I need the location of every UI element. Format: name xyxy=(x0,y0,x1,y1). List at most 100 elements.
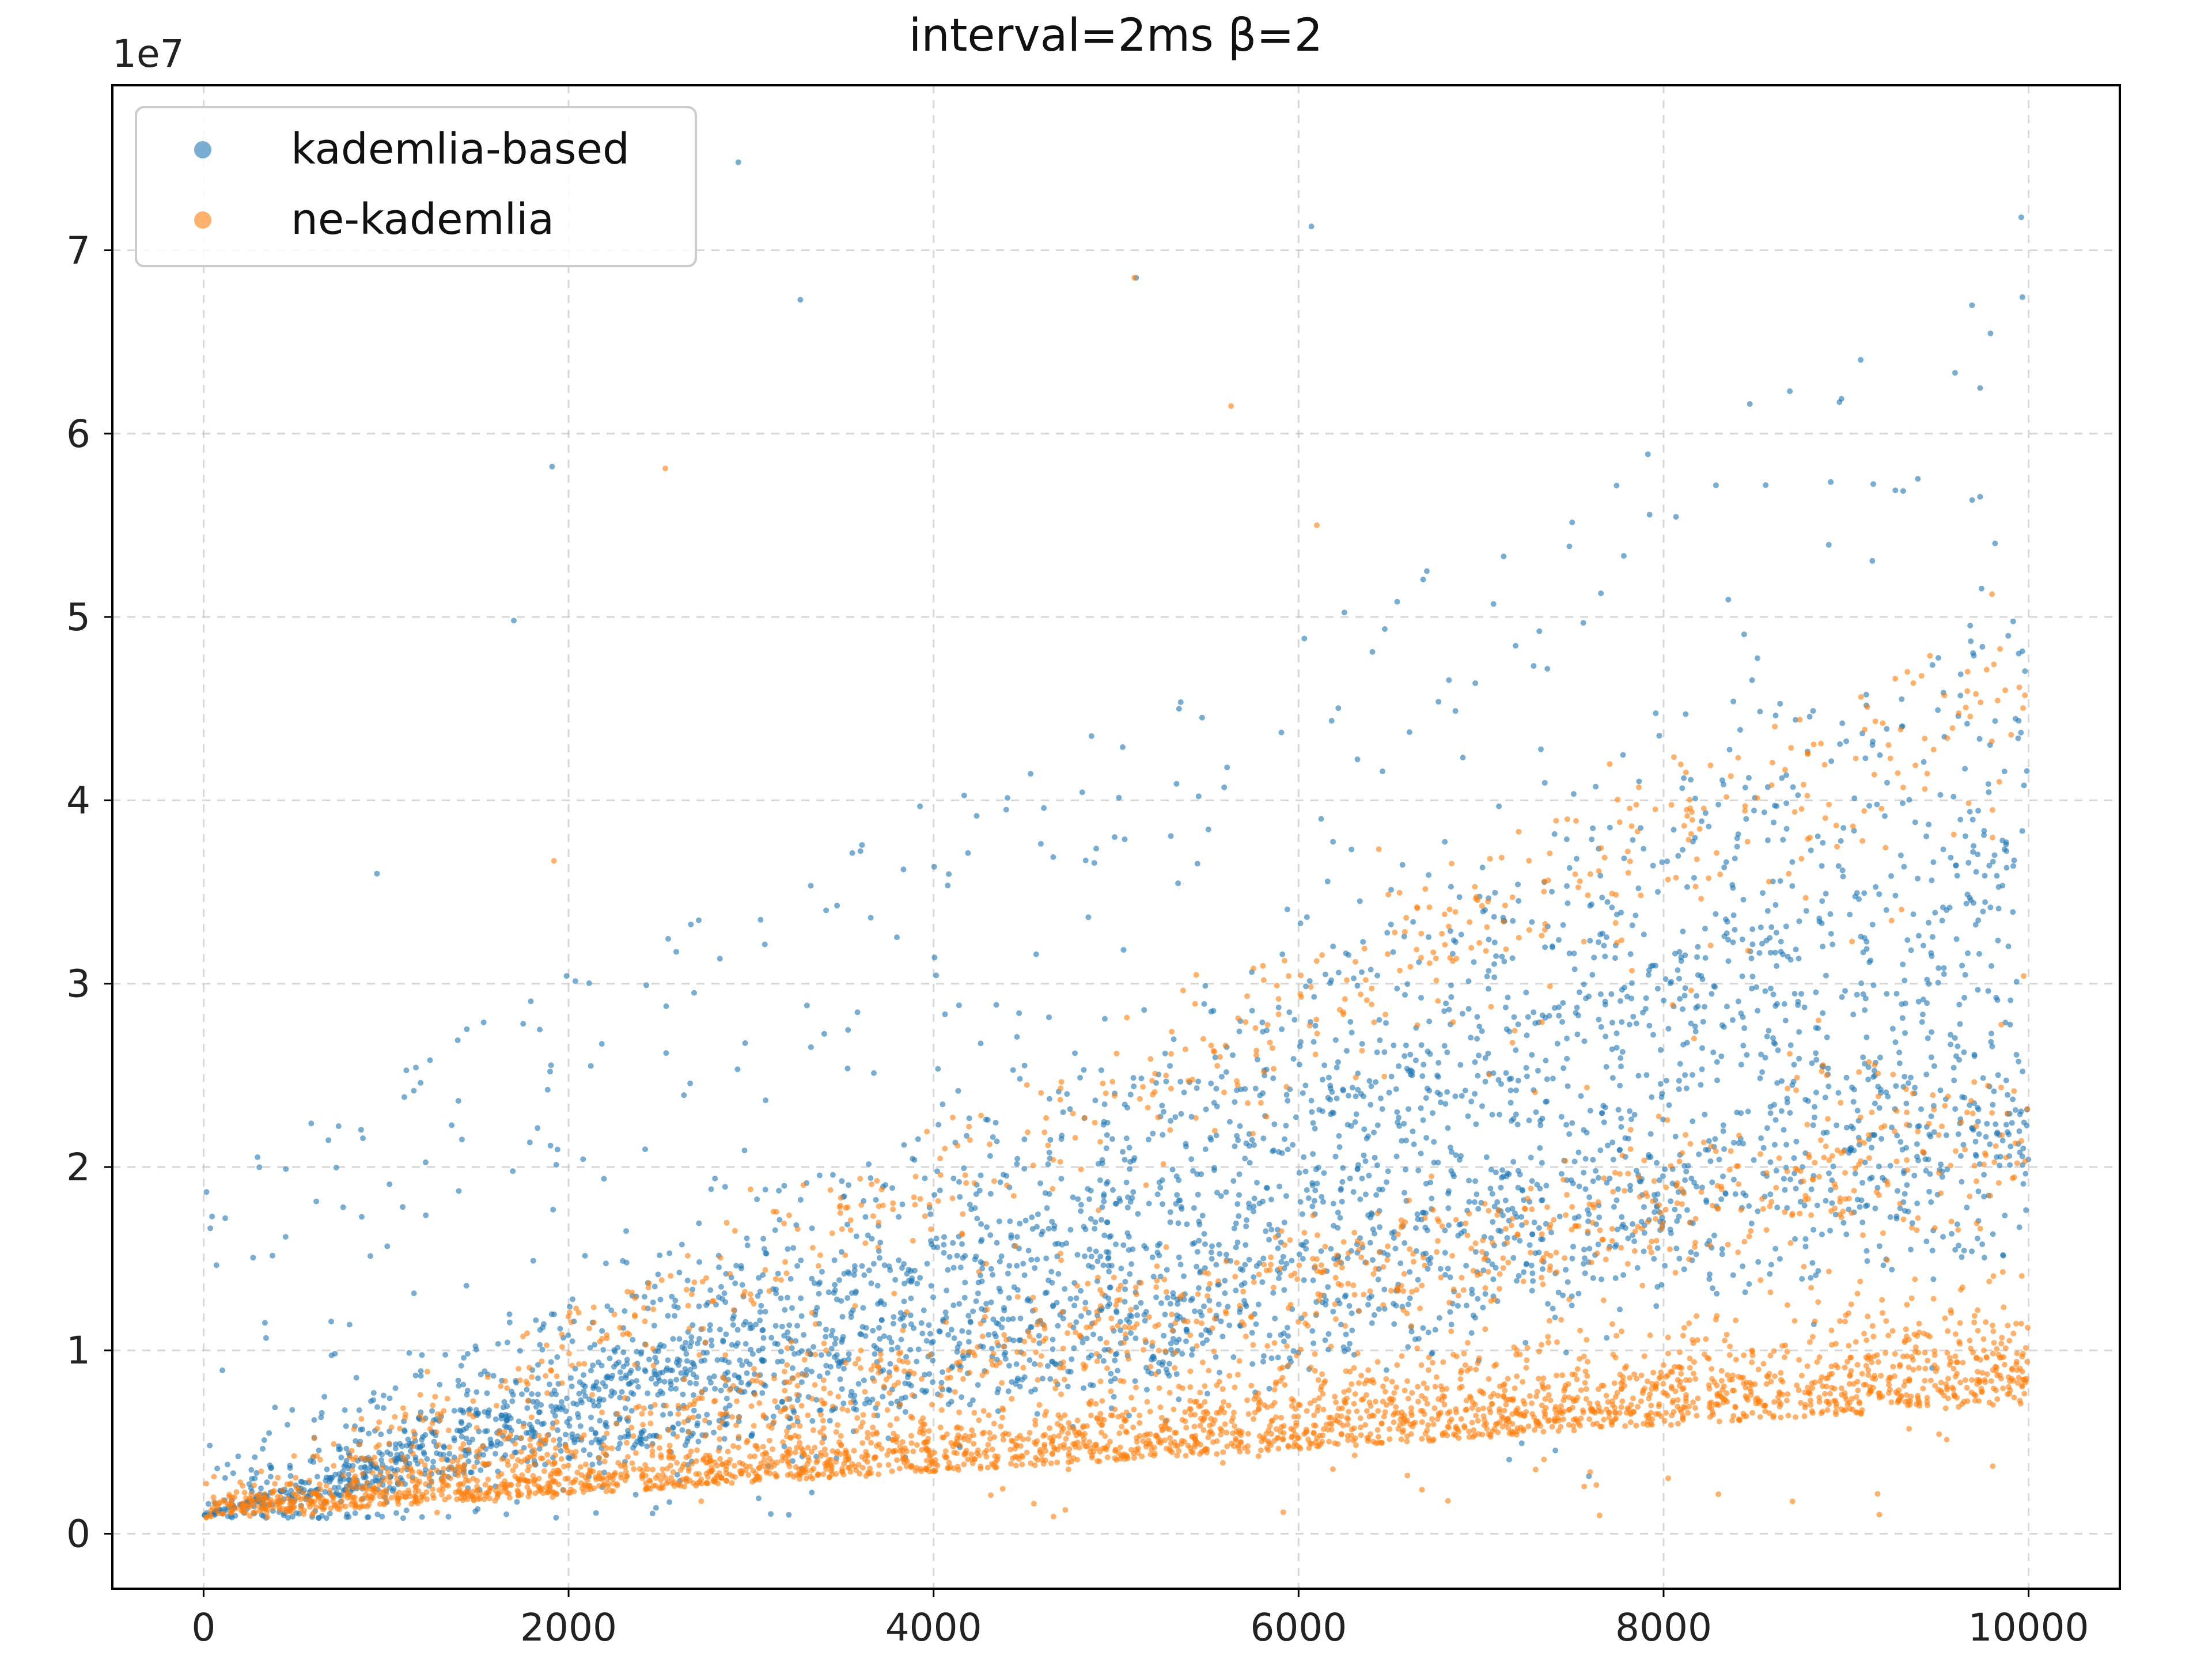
point-kademlia-based xyxy=(951,1335,957,1341)
point-ne-kademlia xyxy=(351,1494,358,1501)
point-kademlia-based xyxy=(1050,1336,1056,1343)
point-kademlia-based xyxy=(1472,1059,1478,1065)
point-kademlia-based xyxy=(2013,979,2020,985)
point-kademlia-based xyxy=(1449,1149,1455,1155)
point-kademlia-based xyxy=(945,1387,952,1393)
point-kademlia-based xyxy=(1549,888,1555,895)
point-kademlia-based xyxy=(1209,1243,1215,1249)
point-kademlia-based xyxy=(458,1362,464,1369)
point-ne-kademlia xyxy=(1783,1397,1790,1404)
point-ne-kademlia xyxy=(1545,1334,1551,1340)
point-kademlia-based xyxy=(1415,1167,1422,1173)
point-kademlia-based xyxy=(1194,861,1200,867)
point-kademlia-based xyxy=(1442,1101,1449,1107)
point-kademlia-based xyxy=(1426,872,1432,878)
point-kademlia-based xyxy=(1880,1262,1887,1268)
point-kademlia-based xyxy=(1699,1184,1705,1191)
point-ne-kademlia xyxy=(1849,938,1855,945)
point-ne-kademlia xyxy=(1419,1419,1425,1425)
point-kademlia-based xyxy=(535,1391,541,1397)
point-ne-kademlia xyxy=(424,1369,430,1375)
point-kademlia-based xyxy=(359,1426,366,1433)
point-kademlia-based xyxy=(1949,1230,1955,1237)
point-kademlia-based xyxy=(1028,1256,1035,1263)
point-kademlia-based xyxy=(1529,919,1535,925)
point-kademlia-based xyxy=(1777,878,1783,884)
point-kademlia-based xyxy=(362,1465,369,1471)
point-ne-kademlia xyxy=(1209,1325,1215,1331)
point-kademlia-based xyxy=(827,1418,833,1424)
point-ne-kademlia xyxy=(1399,1353,1405,1359)
point-kademlia-based xyxy=(793,1338,799,1344)
point-kademlia-based xyxy=(1641,1204,1647,1210)
point-kademlia-based xyxy=(1319,1077,1325,1083)
point-kademlia-based xyxy=(1304,914,1310,921)
point-kademlia-based xyxy=(1202,983,1209,989)
point-kademlia-based xyxy=(487,1436,494,1442)
point-kademlia-based xyxy=(1296,1170,1302,1176)
point-kademlia-based xyxy=(696,1259,702,1265)
point-kademlia-based xyxy=(1529,1052,1535,1058)
point-kademlia-based xyxy=(1581,1247,1587,1253)
point-kademlia-based xyxy=(1529,1287,1535,1294)
point-ne-kademlia xyxy=(1140,1084,1146,1090)
point-kademlia-based xyxy=(590,1398,596,1404)
point-ne-kademlia xyxy=(1263,1113,1270,1120)
point-kademlia-based xyxy=(1078,1313,1084,1319)
point-kademlia-based xyxy=(824,1370,831,1376)
point-kademlia-based xyxy=(1926,919,1931,926)
point-ne-kademlia xyxy=(1634,828,1641,835)
point-kademlia-based xyxy=(418,1373,424,1379)
point-ne-kademlia xyxy=(894,1457,900,1463)
point-ne-kademlia xyxy=(749,1377,756,1384)
point-kademlia-based xyxy=(1720,1173,1726,1180)
point-kademlia-based xyxy=(1550,1305,1556,1312)
point-kademlia-based xyxy=(1837,741,1843,747)
point-kademlia-based xyxy=(1164,1294,1171,1301)
point-kademlia-based xyxy=(1310,1120,1316,1126)
point-kademlia-based xyxy=(1283,1260,1290,1267)
point-kademlia-based xyxy=(660,1369,666,1376)
point-kademlia-based xyxy=(1167,1301,1173,1307)
point-ne-kademlia xyxy=(1605,1399,1611,1405)
point-kademlia-based xyxy=(1163,1366,1169,1373)
point-kademlia-based xyxy=(1289,1257,1295,1264)
point-kademlia-based xyxy=(1988,1039,1994,1045)
point-kademlia-based xyxy=(1511,1014,1517,1020)
point-ne-kademlia xyxy=(1252,1025,1259,1031)
point-kademlia-based xyxy=(785,1294,790,1301)
point-kademlia-based xyxy=(1702,955,1709,961)
point-kademlia-based xyxy=(942,1011,948,1017)
point-ne-kademlia xyxy=(1684,813,1691,819)
point-kademlia-based xyxy=(1281,1338,1287,1344)
point-kademlia-based xyxy=(1443,1000,1449,1006)
point-ne-kademlia xyxy=(1647,1332,1653,1338)
point-ne-kademlia xyxy=(878,1445,885,1452)
point-kademlia-based xyxy=(1101,1232,1108,1238)
point-kademlia-based xyxy=(809,1418,816,1424)
point-ne-kademlia xyxy=(1922,736,1928,742)
point-kademlia-based xyxy=(1586,1194,1593,1200)
point-kademlia-based xyxy=(1914,1141,1920,1147)
point-kademlia-based xyxy=(255,1154,261,1160)
point-kademlia-based xyxy=(1131,1083,1137,1089)
point-ne-kademlia xyxy=(444,1396,450,1402)
point-kademlia-based xyxy=(1973,869,1979,875)
point-kademlia-based xyxy=(956,1301,963,1307)
point-kademlia-based xyxy=(1819,1232,1825,1237)
point-kademlia-based xyxy=(839,1339,845,1345)
point-kademlia-based xyxy=(1046,1149,1052,1156)
point-kademlia-based xyxy=(1682,985,1688,991)
point-kademlia-based xyxy=(1424,568,1430,574)
point-kademlia-based xyxy=(849,1290,855,1296)
point-kademlia-based xyxy=(1965,859,1972,866)
point-kademlia-based xyxy=(906,1278,912,1284)
point-kademlia-based xyxy=(1441,1008,1448,1014)
point-ne-kademlia xyxy=(729,1414,735,1420)
point-kademlia-based xyxy=(1202,1146,1209,1153)
point-kademlia-based xyxy=(1396,1123,1403,1129)
point-kademlia-based xyxy=(1764,1033,1770,1040)
point-kademlia-based xyxy=(1194,1263,1200,1270)
point-kademlia-based xyxy=(1558,1113,1565,1120)
point-kademlia-based xyxy=(1676,1255,1683,1262)
